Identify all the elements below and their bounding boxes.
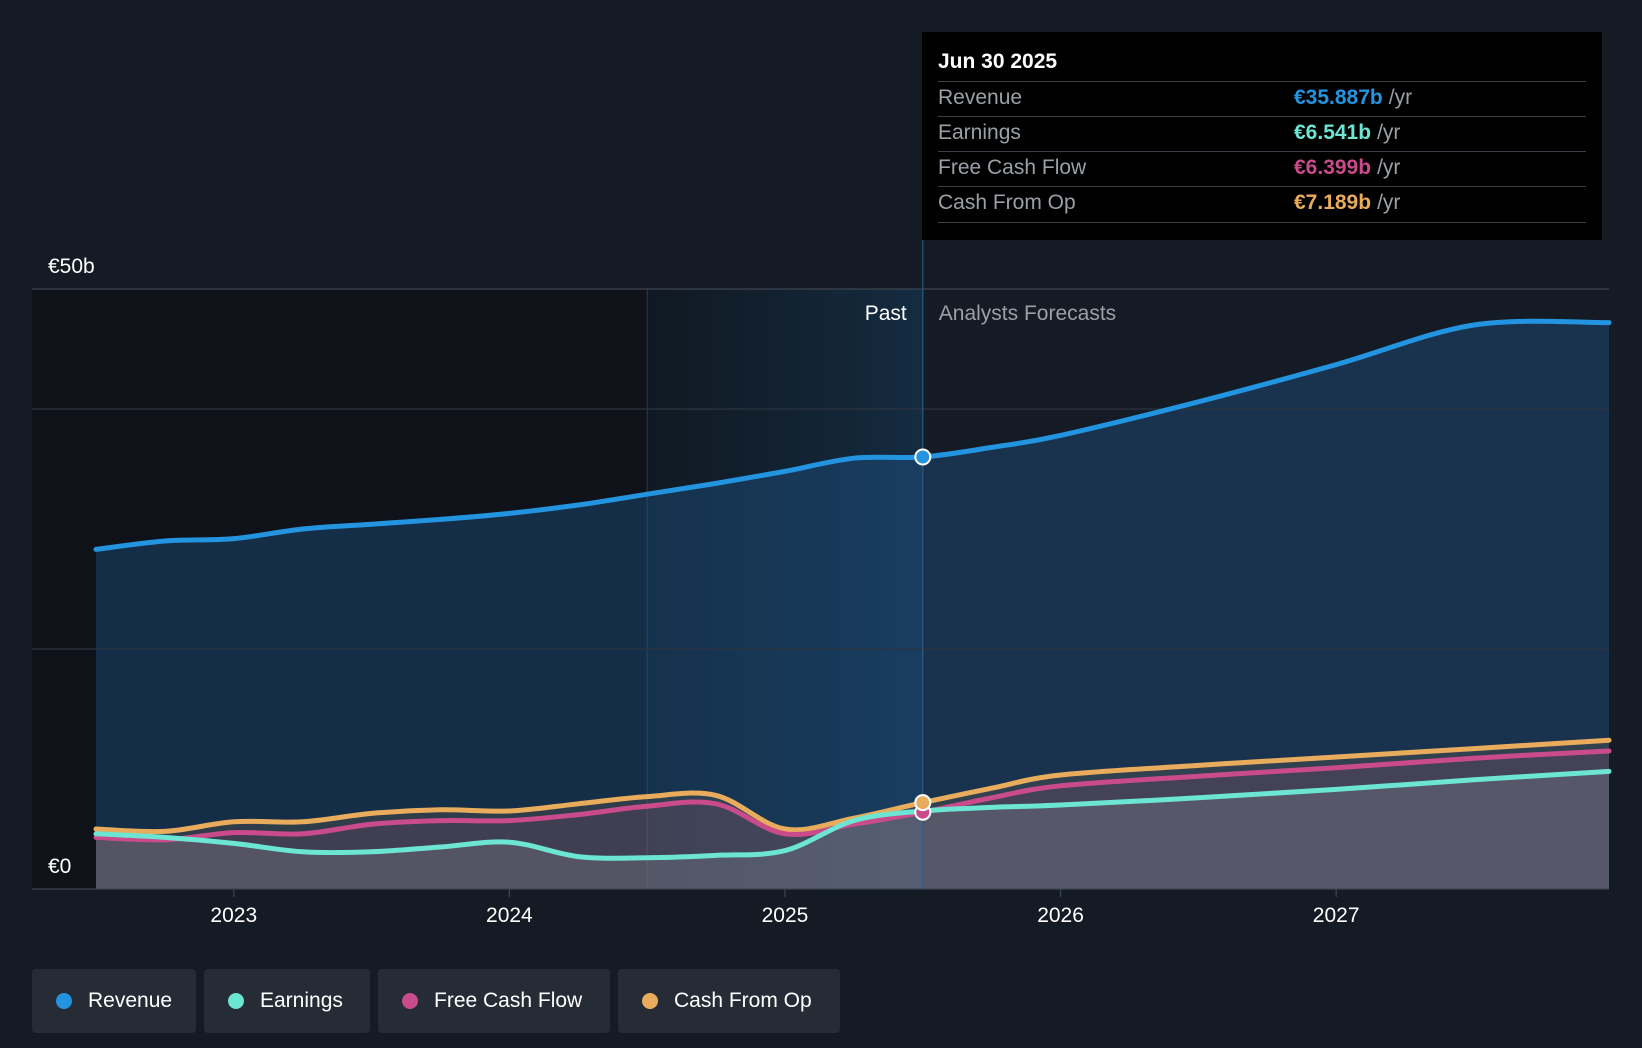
tooltip-date: Jun 30 2025 <box>938 50 1058 73</box>
tooltip-value: €6.399b/yr <box>1294 156 1401 179</box>
x-tick-label: 2027 <box>1313 904 1360 927</box>
legend-dot-icon <box>642 993 658 1009</box>
x-tick-label: 2023 <box>210 904 257 927</box>
tooltip-value: €6.541b/yr <box>1294 121 1401 144</box>
legend-label: Free Cash Flow <box>434 989 583 1012</box>
legend-item-cash-from-op[interactable]: Cash From Op <box>618 969 840 1033</box>
y-tick-label: €50b <box>48 255 95 278</box>
earnings-line <box>93 768 1612 861</box>
free-cash-flow-area <box>96 751 1609 889</box>
x-tick-label: 2026 <box>1037 904 1084 927</box>
cash-from-op-area <box>96 740 1609 889</box>
tooltip-value: €7.189b/yr <box>1294 191 1401 214</box>
revenue-marker <box>914 448 932 466</box>
tooltip-label: Earnings <box>938 121 1021 144</box>
cash-from-op-marker <box>914 794 932 812</box>
x-tick-label: 2024 <box>486 904 533 927</box>
highlight-region <box>647 289 923 889</box>
legend-dot-icon <box>228 993 244 1009</box>
legend-dot-icon <box>56 993 72 1009</box>
legend-item-free-cash-flow[interactable]: Free Cash Flow <box>378 969 610 1033</box>
revenue-line <box>93 318 1612 552</box>
legend-item-revenue[interactable]: Revenue <box>32 969 196 1033</box>
tooltip-row-revenue: Revenue €35.887b/yr <box>938 81 1586 116</box>
legend-label: Cash From Op <box>674 989 812 1012</box>
past-label: Past <box>865 302 907 325</box>
tooltip-row-earnings: Earnings €6.541b/yr <box>938 116 1586 151</box>
free-cash-flow-line <box>93 748 1612 843</box>
tooltip-value: €35.887b/yr <box>1294 86 1413 109</box>
tooltip-label: Cash From Op <box>938 191 1076 214</box>
legend-dot-icon <box>402 993 418 1009</box>
legend-label: Earnings <box>260 989 343 1012</box>
tooltip: Jun 30 2025 Revenue €35.887b/yr Earnings… <box>922 32 1602 240</box>
legend-label: Revenue <box>88 989 173 1012</box>
tooltip-row-free-cash-flow: Free Cash Flow €6.399b/yr <box>938 151 1586 186</box>
forecast-label: Analysts Forecasts <box>939 302 1116 325</box>
tooltip-row-cash-from-op: Cash From Op €7.189b/yr <box>938 186 1586 221</box>
legend-item-earnings[interactable]: Earnings <box>204 969 370 1033</box>
x-tick-label: 2025 <box>762 904 809 927</box>
tooltip-label: Free Cash Flow <box>938 156 1087 179</box>
earnings-area <box>96 771 1609 889</box>
tooltip-label: Revenue <box>938 86 1023 109</box>
tooltip-divider <box>938 222 1586 223</box>
y-tick-label: €0 <box>48 855 71 878</box>
revenue-area <box>96 321 1609 890</box>
cash-from-op-line <box>93 737 1612 835</box>
